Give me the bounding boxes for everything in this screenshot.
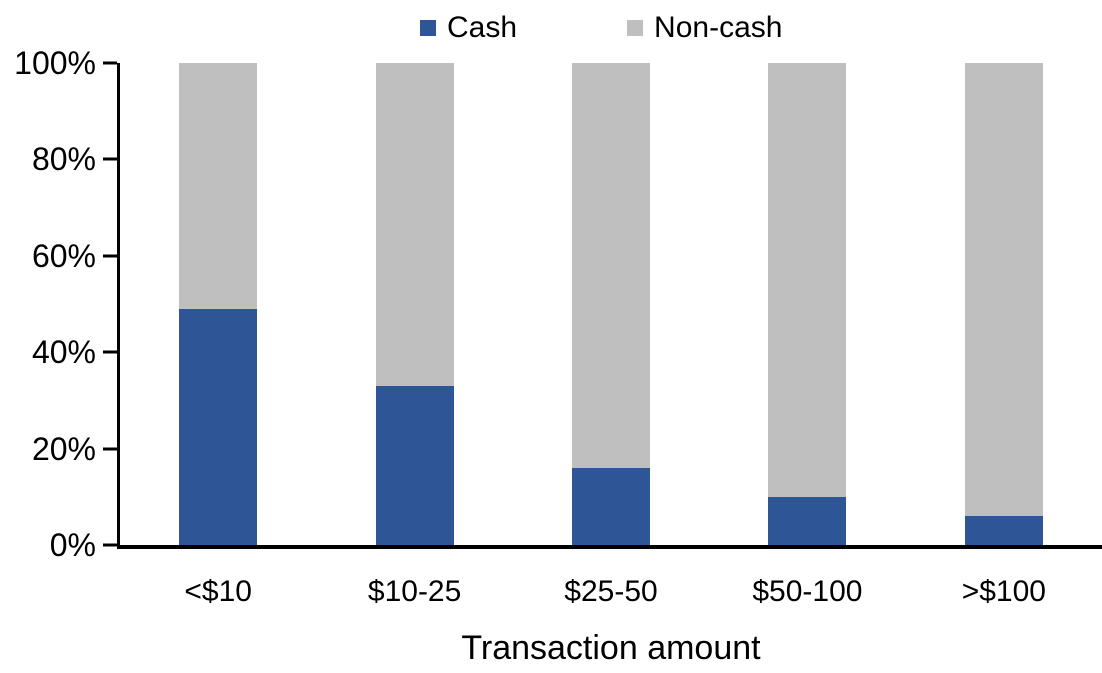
bar-segment-non-cash-10-25 — [375, 63, 454, 386]
y-tick-mark-0 — [103, 543, 117, 547]
bar-100 — [964, 63, 1043, 545]
bar-segment-cash-100 — [964, 516, 1043, 545]
bar-slot-100 — [906, 63, 1102, 545]
legend-item-cash: Cash — [420, 13, 517, 43]
bar-segment-cash-25-50 — [572, 467, 651, 545]
bar-slot-10 — [120, 63, 316, 545]
legend-swatch-cash — [420, 20, 436, 36]
bar-25-50 — [572, 63, 651, 545]
x-tick-label-10: <$10 — [184, 575, 252, 608]
bar-segment-non-cash-100 — [964, 63, 1043, 517]
y-tick-label-0: 0% — [49, 527, 96, 563]
bar-slot-50-100 — [709, 63, 905, 545]
bar-slot-10-25 — [316, 63, 512, 545]
y-tick-label-60: 60% — [31, 237, 96, 274]
y-tick-mark-20 — [103, 447, 117, 451]
y-tick-label-100: 100% — [14, 45, 96, 81]
legend: Cash Non-cash — [420, 13, 782, 43]
bar-segment-cash-10 — [179, 308, 258, 545]
bar-segment-cash-50-100 — [768, 496, 847, 545]
bar-50-100 — [768, 63, 847, 545]
y-tick-label-20: 20% — [31, 430, 96, 467]
bar-slot-25-50 — [513, 63, 709, 545]
x-tick-label-100: >$100 — [961, 575, 1046, 608]
y-tick-label-40: 40% — [31, 334, 96, 371]
legend-label-non-cash: Non-cash — [654, 11, 783, 44]
x-tick-label-50-100: $50-100 — [752, 575, 863, 608]
bar-10-25 — [375, 63, 454, 545]
bar-segment-non-cash-50-100 — [768, 63, 847, 497]
y-tick-mark-40 — [103, 350, 117, 354]
bar-segment-non-cash-25-50 — [572, 63, 651, 468]
legend-swatch-non-cash — [627, 20, 644, 36]
x-tick-label-10-25: $10-25 — [367, 575, 462, 608]
y-tick-mark-60 — [103, 254, 117, 258]
y-tick-mark-100 — [103, 61, 117, 65]
x-tick-label-25-50: $25-50 — [564, 575, 658, 608]
x-axis-title: Transaction amount — [461, 629, 761, 667]
y-tick-label-80: 80% — [31, 141, 96, 178]
y-tick-mark-80 — [103, 157, 117, 161]
legend-label-cash: Cash — [447, 11, 518, 44]
bar-segment-cash-10-25 — [375, 385, 454, 545]
bar-10 — [179, 63, 258, 545]
bar-segment-non-cash-10 — [179, 63, 258, 309]
x-axis-labels: <$10 $10-25 $25-50 $50-100 >$100 — [120, 577, 1102, 607]
legend-item-non-cash: Non-cash — [627, 13, 782, 43]
plot-area — [117, 63, 1102, 549]
